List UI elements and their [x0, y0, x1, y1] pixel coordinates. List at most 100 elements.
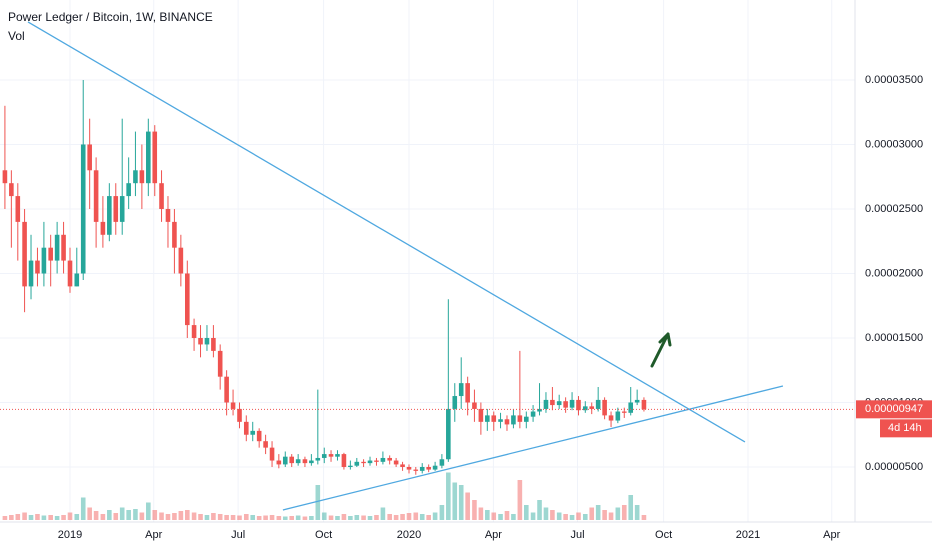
candle-body: [2, 170, 8, 184]
volume-bar: [491, 512, 497, 520]
x-tick-label: 2020: [397, 529, 421, 541]
candle-body: [250, 430, 256, 435]
volume-bar: [276, 516, 282, 520]
volume-bar: [100, 514, 106, 520]
volume-bar: [621, 505, 627, 520]
candle-body: [54, 234, 60, 261]
candle-body: [15, 196, 21, 222]
candle-body: [419, 466, 425, 471]
volume-bar: [380, 507, 386, 520]
volume-bar: [576, 512, 581, 520]
trend-line: [282, 385, 784, 511]
candle-body: [119, 196, 125, 222]
candle-body: [602, 399, 607, 416]
y-tick-label: 0.00003500: [865, 74, 923, 86]
y-tick-label: 0.00003000: [865, 138, 923, 150]
candle-body: [406, 466, 412, 470]
candle-body: [28, 260, 34, 287]
volume-bar: [204, 515, 210, 520]
candle-body: [198, 337, 203, 345]
candle-body: [498, 419, 503, 422]
volume-bar: [256, 516, 262, 520]
candle-body: [380, 457, 386, 462]
volume-bar: [406, 513, 412, 520]
volume-bar: [498, 514, 503, 520]
candle-body: [172, 221, 177, 248]
y-tick-label: 0.00002000: [865, 267, 923, 279]
volume-bar: [9, 515, 14, 520]
volume-bar: [530, 512, 536, 520]
x-tick-label: Oct: [315, 529, 332, 541]
candle-body: [608, 415, 614, 421]
volume-bar: [172, 513, 177, 520]
volume-bar: [93, 511, 99, 520]
last-price-box: [856, 400, 932, 419]
grid: [0, 0, 855, 522]
candle-body: [582, 406, 588, 411]
y-tick-label: 0.00001500: [865, 332, 923, 344]
candle-body: [589, 406, 595, 409]
x-tick-label: Jul: [570, 529, 584, 541]
volume-bar: [263, 515, 268, 520]
candle-body: [478, 408, 484, 422]
candle-body: [556, 401, 562, 406]
candle-body: [282, 456, 288, 465]
volume-bar: [439, 505, 445, 520]
volume-bar: [517, 480, 523, 520]
volume-bar: [537, 500, 542, 520]
volume-bar: [458, 485, 464, 520]
volume-bar: [589, 507, 595, 520]
candle-body: [309, 460, 314, 464]
volume-bar: [374, 515, 379, 520]
candle-body: [159, 183, 164, 209]
volume-bar: [524, 505, 529, 520]
candle-body: [67, 260, 73, 287]
volume-bar: [348, 516, 353, 520]
volume-bar: [563, 514, 568, 520]
candle-body: [615, 411, 621, 421]
volume-bar: [113, 513, 119, 520]
x-tick-label: Oct: [655, 529, 672, 541]
candle-body: [146, 131, 151, 184]
candle-body: [524, 416, 529, 422]
candle-body: [550, 399, 555, 406]
volume-bar: [250, 515, 256, 520]
volume-bar: [432, 512, 438, 520]
candle-body: [452, 396, 458, 409]
candle-body: [335, 454, 340, 457]
candle-body: [289, 456, 295, 464]
y-tick-label: 0.00000500: [865, 461, 923, 473]
volume-bar: [191, 512, 197, 520]
volume-bar: [426, 515, 431, 520]
volume-bar: [328, 515, 334, 520]
candle-body: [439, 459, 445, 466]
candle-body: [393, 460, 399, 465]
candle-body: [191, 325, 197, 338]
candle-body: [237, 408, 242, 422]
volume-bar: [224, 515, 229, 520]
volume-bar: [367, 516, 373, 520]
volume-pane: [2, 472, 647, 520]
x-tick-label: Apr: [145, 529, 162, 541]
volume-bar: [184, 510, 190, 520]
volume-bar: [2, 516, 8, 520]
candle-body: [472, 402, 477, 409]
candle-body: [543, 399, 549, 409]
candle-body: [576, 399, 581, 411]
candle-body: [113, 196, 119, 222]
candle-body: [224, 376, 229, 403]
volume-bar: [15, 514, 21, 520]
x-tick-label: Apr: [823, 529, 840, 541]
candle-body: [530, 411, 536, 417]
volume-bar: [504, 511, 510, 520]
chart-title: Power Ledger / Bitcoin, 1W, BINANCE: [8, 10, 213, 24]
candle-body: [61, 234, 66, 261]
candle-body: [243, 421, 249, 435]
x-tick-label: Jul: [231, 529, 245, 541]
candle-body: [387, 457, 392, 461]
volume-bar: [217, 514, 223, 520]
candle-body: [230, 402, 236, 409]
x-tick-label: Apr: [485, 529, 502, 541]
trend-lines: [0, 21, 855, 511]
